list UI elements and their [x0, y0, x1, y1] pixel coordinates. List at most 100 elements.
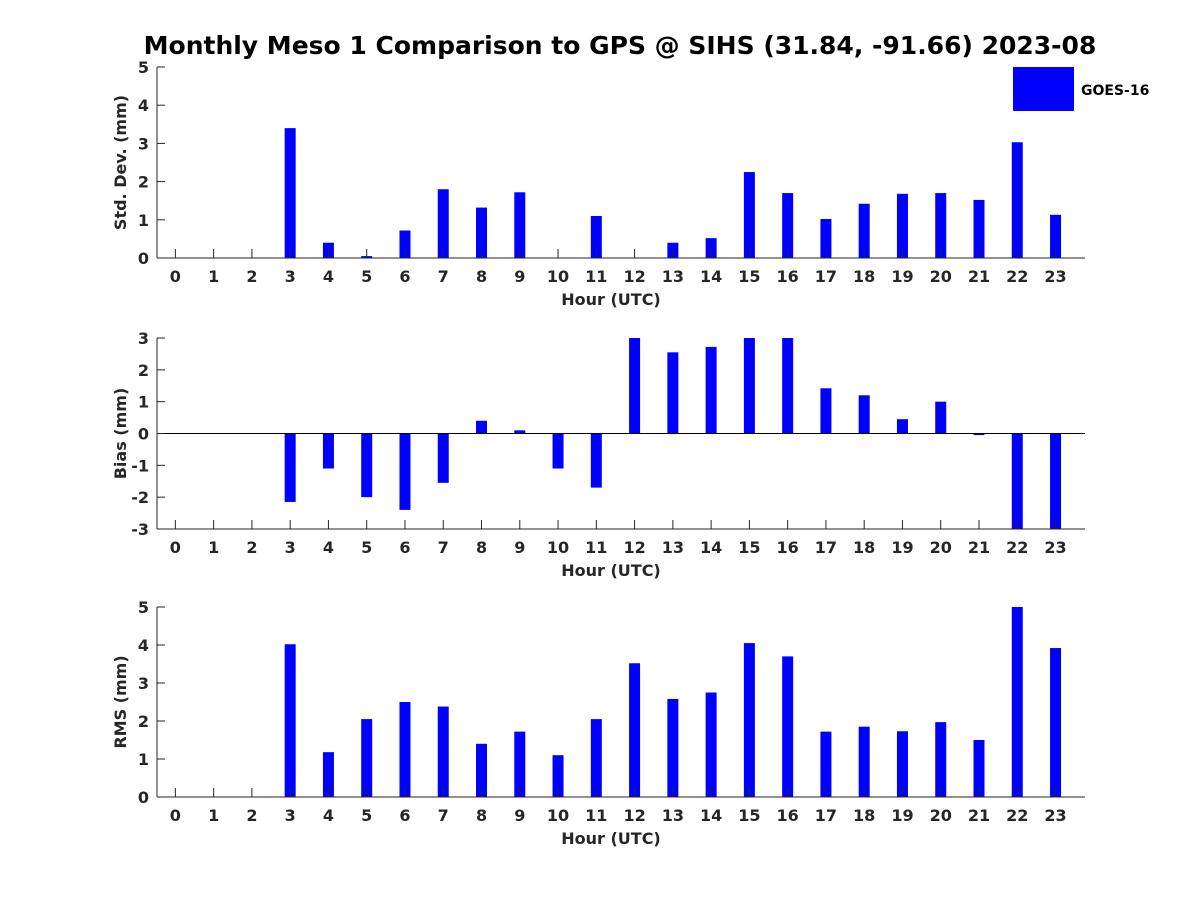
- x-tick-label: 5: [361, 538, 372, 557]
- x-tick-label: 0: [170, 806, 181, 825]
- x-tick-label: 5: [361, 806, 372, 825]
- bar-hour-17: [820, 219, 832, 258]
- bar-hour-21: [973, 740, 985, 797]
- legend: GOES-16: [1013, 67, 1149, 111]
- bar-hour-19: [896, 731, 908, 797]
- bar-hour-17: [820, 731, 832, 797]
- x-tick-label: 4: [323, 267, 334, 286]
- y-tick-label: -1: [131, 456, 149, 475]
- bar-hour-18: [858, 726, 870, 797]
- x-axis-label: Hour (UTC): [561, 561, 661, 580]
- x-tick-label: 8: [476, 806, 487, 825]
- x-tick-label: 9: [514, 538, 525, 557]
- bar-hour-23: [1050, 648, 1062, 797]
- y-tick-label: 0: [138, 425, 149, 444]
- x-tick-label: 15: [738, 267, 760, 286]
- bar-hour-16: [782, 338, 794, 434]
- bar-hour-18: [858, 203, 870, 258]
- bar-hour-22: [1011, 433, 1023, 529]
- x-tick-label: 6: [399, 267, 410, 286]
- x-tick-label: 19: [891, 267, 913, 286]
- x-tick-label: 2: [246, 267, 257, 286]
- bar-hour-8: [476, 207, 488, 258]
- y-axis-label: Std. Dev. (mm): [111, 95, 130, 230]
- y-tick-label: 3: [138, 134, 149, 153]
- x-tick-label: 16: [777, 267, 799, 286]
- bar-hour-15: [743, 338, 755, 434]
- bar-hour-7: [437, 189, 449, 258]
- x-tick-label: 19: [891, 538, 913, 557]
- x-tick-label: 0: [170, 538, 181, 557]
- bar-hour-9: [514, 731, 526, 797]
- x-tick-label: 14: [700, 806, 722, 825]
- bar-hour-10: [552, 433, 564, 469]
- y-tick-label: 2: [138, 361, 149, 380]
- y-axis-label: RMS (mm): [111, 655, 130, 748]
- bar-hour-15: [743, 643, 755, 797]
- bar-hour-17: [820, 388, 832, 434]
- bar-hour-16: [782, 656, 794, 797]
- y-tick-label: -3: [131, 520, 149, 539]
- x-tick-label: 20: [930, 806, 952, 825]
- x-tick-label: 4: [323, 538, 334, 557]
- bar-hour-12: [629, 338, 641, 434]
- x-tick-label: 17: [815, 538, 837, 557]
- x-tick-label: 14: [700, 267, 722, 286]
- x-tick-label: 12: [623, 538, 645, 557]
- x-tick-label: 3: [285, 806, 296, 825]
- bar-hour-7: [437, 706, 449, 797]
- bar-hour-4: [322, 433, 334, 469]
- bar-hour-4: [322, 752, 334, 797]
- x-tick-label: 2: [246, 806, 257, 825]
- x-tick-label: 7: [438, 538, 449, 557]
- x-tick-label: 15: [738, 806, 760, 825]
- x-tick-label: 7: [438, 806, 449, 825]
- x-tick-label: 21: [968, 538, 990, 557]
- x-tick-label: 13: [662, 806, 684, 825]
- x-tick-label: 16: [777, 538, 799, 557]
- x-tick-label: 17: [815, 806, 837, 825]
- x-tick-label: 6: [399, 538, 410, 557]
- x-tick-label: 11: [585, 806, 607, 825]
- y-tick-label: 0: [138, 249, 149, 268]
- bar-hour-11: [590, 215, 602, 258]
- x-tick-label: 13: [662, 538, 684, 557]
- x-axis-label: Hour (UTC): [561, 829, 661, 848]
- y-tick-label: 5: [138, 58, 149, 77]
- y-tick-label: 3: [138, 329, 149, 348]
- bar-hour-9: [514, 430, 526, 434]
- x-tick-label: 23: [1044, 806, 1066, 825]
- chart-title: Monthly Meso 1 Comparison to GPS @ SIHS …: [144, 31, 1097, 60]
- bar-hour-23: [1050, 214, 1062, 258]
- bar-hour-20: [935, 401, 947, 434]
- bar-hour-22: [1011, 142, 1023, 258]
- bar-hour-22: [1011, 607, 1023, 797]
- bar-hour-21: [973, 199, 985, 258]
- x-tick-label: 19: [891, 806, 913, 825]
- legend-label: GOES-16: [1081, 83, 1149, 99]
- x-tick-label: 2: [246, 538, 257, 557]
- bar-hour-15: [743, 172, 755, 258]
- x-tick-label: 9: [514, 806, 525, 825]
- x-tick-label: 22: [1006, 806, 1028, 825]
- x-tick-label: 1: [208, 538, 219, 557]
- bar-hour-9: [514, 192, 526, 258]
- y-tick-label: 4: [138, 636, 149, 655]
- x-tick-label: 18: [853, 538, 875, 557]
- bar-hour-5: [361, 433, 373, 498]
- bar-hour-14: [705, 346, 717, 434]
- x-tick-label: 6: [399, 806, 410, 825]
- x-tick-label: 11: [585, 538, 607, 557]
- x-tick-label: 8: [476, 538, 487, 557]
- x-tick-label: 5: [361, 267, 372, 286]
- x-tick-label: 22: [1006, 267, 1028, 286]
- x-tick-label: 18: [853, 267, 875, 286]
- x-tick-label: 9: [514, 267, 525, 286]
- bar-hour-3: [284, 128, 296, 258]
- bar-hour-16: [782, 193, 794, 258]
- bar-hour-3: [284, 433, 296, 502]
